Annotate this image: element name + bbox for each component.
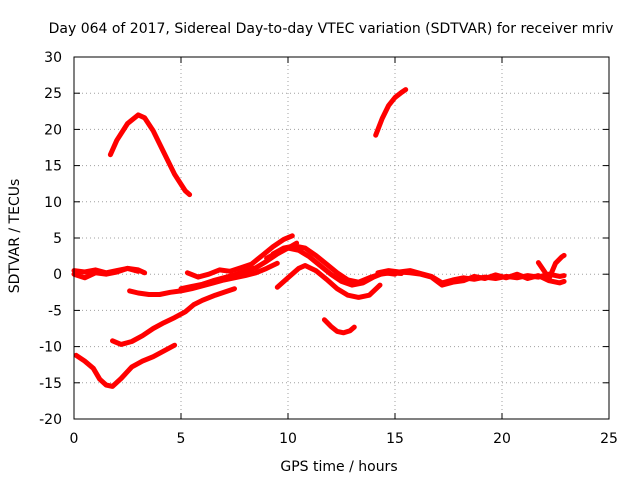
series-arc-3	[107, 112, 193, 198]
y-tick-label: 15	[44, 159, 62, 175]
x-tick-label: 20	[493, 431, 511, 447]
x-tick-label: 15	[386, 431, 404, 447]
series-arc-13	[373, 87, 409, 138]
grid	[74, 57, 609, 419]
series-arc-4	[73, 342, 178, 389]
y-tick-label: 5	[53, 231, 62, 247]
y-tick-label: -10	[39, 340, 62, 356]
y-axis-label: SDTVAR / TECUs	[7, 179, 23, 294]
y-tick-label: 25	[44, 86, 62, 102]
series-arc-12	[321, 317, 357, 336]
y-tick-label: -5	[48, 303, 62, 319]
x-tick-label: 25	[600, 431, 618, 447]
x-tick-label: 5	[177, 431, 186, 447]
y-tick-label: 30	[44, 50, 62, 66]
series-arc-16	[535, 252, 567, 281]
y-tick-label: -20	[39, 412, 62, 428]
plot-frame	[73, 56, 610, 420]
x-tick-label: 0	[70, 431, 79, 447]
data-traces	[71, 87, 567, 389]
y-tick-label: 0	[53, 267, 62, 283]
x-axis-label: GPS time / hours	[280, 459, 397, 475]
series-arc-11	[274, 263, 383, 300]
series-arc-5	[110, 286, 237, 347]
chart-title: Day 064 of 2017, Sidereal Day-to-day VTE…	[49, 21, 614, 37]
series-arc-15	[396, 269, 567, 288]
series-arc-2	[71, 265, 148, 281]
x-tick-label: 10	[279, 431, 297, 447]
y-tick-label: 10	[44, 195, 62, 211]
series-arc-10	[264, 245, 398, 288]
series-arc-7	[184, 233, 295, 280]
y-tick-label: 20	[44, 122, 62, 138]
y-tick-label: -15	[39, 376, 62, 392]
